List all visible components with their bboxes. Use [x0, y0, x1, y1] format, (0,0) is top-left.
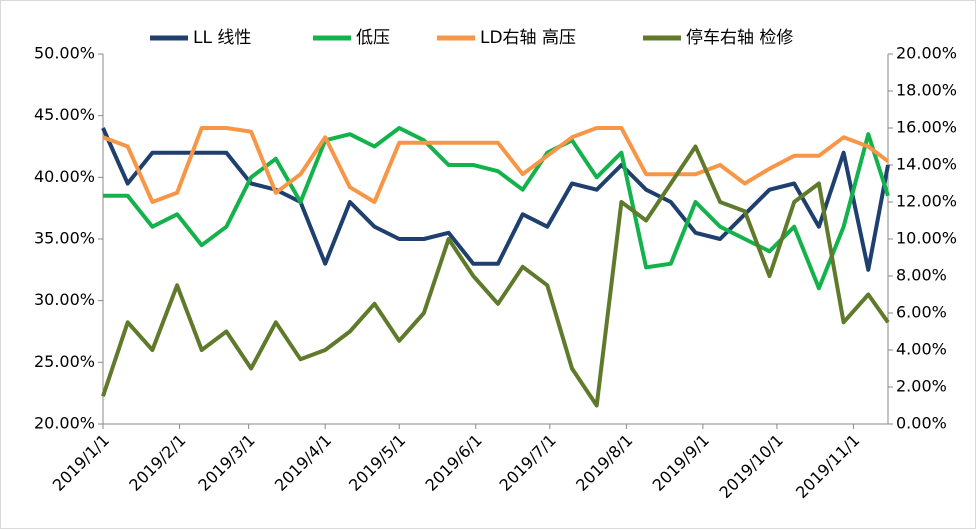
y2-tick-label: 20.00% [896, 44, 957, 63]
series-line [101, 144, 890, 408]
y2-tick-label: 14.00% [896, 155, 957, 174]
y-tick-label: 25.00% [34, 352, 95, 371]
y-tick-label: 20.00% [34, 414, 95, 433]
series-line [101, 127, 890, 272]
y2-tick-label: 16.00% [896, 118, 957, 137]
y2-tick-label: 2.00% [896, 377, 947, 396]
y-tick-label: 35.00% [34, 229, 95, 248]
y-tick-label: 50.00% [34, 44, 95, 63]
y2-tick-label: 10.00% [896, 229, 957, 248]
legend-label: LD右轴 高压 [480, 28, 576, 48]
series-line [103, 126, 890, 291]
y-tick-label: 30.00% [34, 290, 95, 309]
y2-tick-label: 0.00% [896, 414, 947, 433]
legend-label: LL 线性 [193, 28, 251, 48]
legend: LL 线性 低压 LD右轴 高压 停车右轴 检修 [150, 28, 793, 48]
y2-tick-label: 8.00% [896, 266, 947, 285]
legend-label: 停车右轴 检修 [686, 28, 793, 48]
y-tick-label: 40.00% [34, 167, 95, 186]
series-line [102, 126, 890, 204]
legend-label: 低压 [356, 28, 390, 48]
y2-tick-label: 6.00% [896, 303, 947, 322]
y-tick-label: 45.00% [34, 105, 95, 124]
y2-tick-label: 18.00% [896, 81, 957, 100]
y2-tick-label: 12.00% [896, 192, 957, 211]
y2-tick-label: 4.00% [896, 340, 947, 359]
